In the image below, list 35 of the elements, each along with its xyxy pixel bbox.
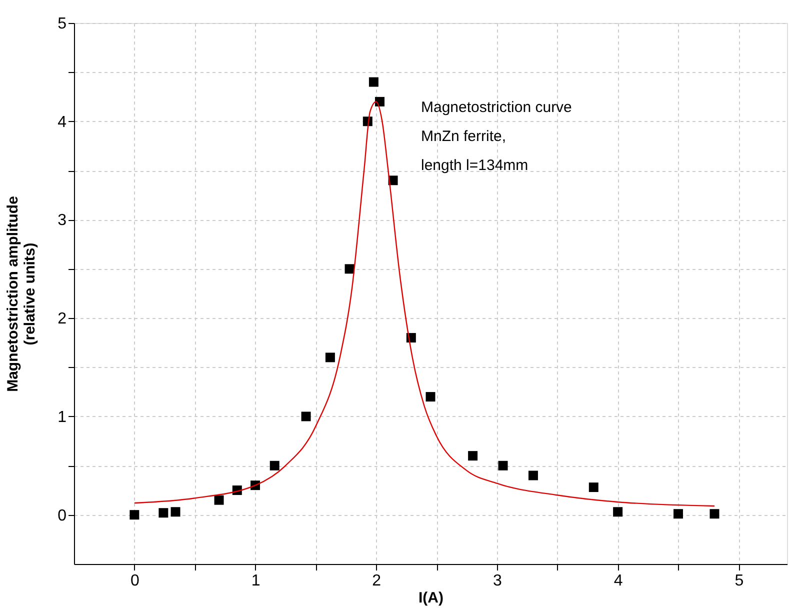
point — [270, 460, 280, 470]
point — [673, 509, 683, 519]
x-tick-label: 0 — [130, 572, 140, 590]
y-tick-label: 5 — [58, 16, 67, 32]
point — [710, 509, 720, 519]
y-tick-label: 1 — [58, 408, 67, 426]
x-tick-label: 5 — [734, 572, 744, 590]
y-tick-label: 0 — [58, 507, 67, 524]
point — [301, 412, 311, 422]
point — [426, 392, 436, 402]
point — [344, 264, 354, 274]
point — [613, 507, 623, 517]
x-tick-label: 2 — [372, 572, 382, 590]
x-tick-label: 1 — [251, 572, 260, 590]
x-axis-title: I(A) — [418, 590, 444, 606]
point — [468, 451, 478, 461]
point — [498, 460, 508, 470]
point — [130, 510, 140, 520]
y-tick-label: 4 — [58, 114, 67, 131]
y-tick-label: 3 — [58, 212, 67, 230]
point — [158, 508, 168, 518]
y-tick-label: 2 — [58, 310, 67, 328]
point — [588, 482, 598, 492]
point — [375, 96, 384, 106]
x-tick-label: 3 — [493, 572, 502, 590]
x-tick-label: 4 — [614, 572, 623, 590]
annotation: Magnetostriction curve — [421, 99, 572, 116]
y-axis-title: Magnetostriction amplitude (relative units) — [4, 196, 39, 392]
point — [368, 77, 378, 87]
point — [528, 470, 538, 480]
annotation: length l=134mm — [421, 157, 528, 174]
point — [325, 352, 335, 362]
annotation: MnZn ferrite, — [421, 128, 506, 145]
point — [214, 495, 224, 505]
point — [170, 507, 180, 517]
